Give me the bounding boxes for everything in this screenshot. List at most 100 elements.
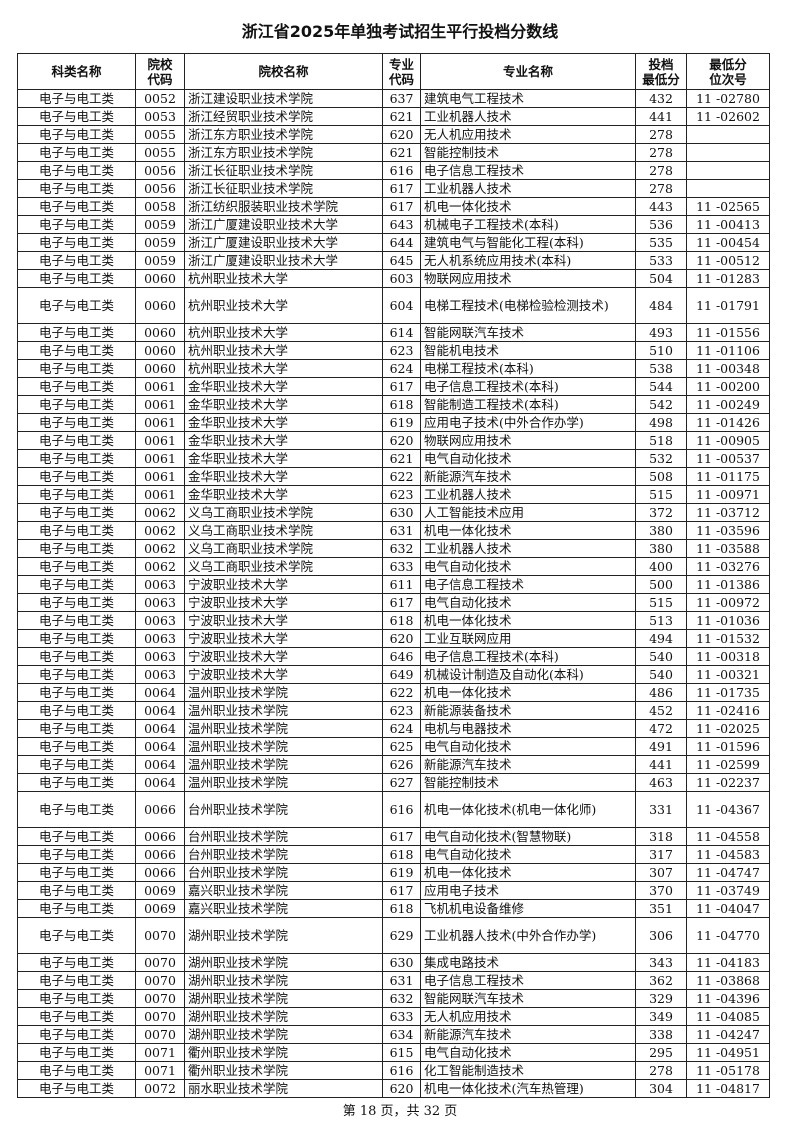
cell-school-name: 杭州职业技术大学 [184,323,383,342]
table-row: 电子与电工类 0056 浙江长征职业技术学院 617 工业机器人技术 278 [17,179,770,198]
cell-category: 电子与电工类 [17,323,136,342]
table-row: 电子与电工类 0063 宁波职业技术大学 620 工业互联网应用 494 11 -01532 [17,629,770,648]
cell-min-score: 441 [635,107,687,126]
cell-school-name: 金华职业技术大学 [184,467,383,486]
cell-min-rank: 11 -01175 [686,467,770,486]
cell-school-code: 0060 [135,287,185,324]
cell-major-name: 智能控制技术 [420,773,636,792]
cell-min-rank: 11 -02780 [686,89,770,108]
cell-category: 电子与电工类 [17,953,136,972]
table-row: 电子与电工类 0061 金华职业技术大学 622 新能源汽车技术 508 11 -01175 [17,467,770,486]
cell-min-rank: 11 -01036 [686,611,770,630]
header-major-name: 专业名称 [420,53,636,90]
cell-min-rank: 11 -03868 [686,971,770,990]
cell-school-code: 0058 [135,197,185,216]
table-row: 电子与电工类 0059 浙江广厦建设职业技术大学 644 建筑电气与智能化工程(本科) 5… [17,233,770,252]
cell-min-score: 515 [635,485,687,504]
table-row: 电子与电工类 0064 温州职业技术学院 626 新能源汽车技术 441 11 -02599 [17,755,770,774]
cell-category: 电子与电工类 [17,125,136,144]
cell-major-code: 646 [382,647,421,666]
cell-school-code: 0062 [135,557,185,576]
table-row: 电子与电工类 0069 嘉兴职业技术学院 618 飞机机电设备维修 351 11 -0404… [17,899,770,918]
cell-major-name: 工业机器人技术 [420,539,636,558]
cell-min-score: 380 [635,539,687,558]
cell-school-name: 温州职业技术学院 [184,701,383,720]
cell-min-score: 532 [635,449,687,468]
table-row: 电子与电工类 0066 台州职业技术学院 616 机电一体化技术(机电一体化师) 331 1… [17,791,770,828]
cell-min-rank: 11 -04367 [686,791,770,828]
cell-major-name: 化工智能制造技术 [420,1061,636,1080]
cell-major-name: 电子信息工程技术(本科) [420,647,636,666]
table-row: 电子与电工类 0059 浙江广厦建设职业技术大学 645 无人机系统应用技术(本科) 53… [17,251,770,270]
cell-school-name: 衢州职业技术学院 [184,1061,383,1080]
cell-major-name: 电梯工程技术(电梯检验检测技术) [420,287,636,324]
cell-school-code: 0061 [135,485,185,504]
cell-major-name: 电气自动化技术 [420,1043,636,1062]
cell-min-score: 472 [635,719,687,738]
cell-category: 电子与电工类 [17,449,136,468]
cell-category: 电子与电工类 [17,251,136,270]
cell-min-rank: 11 -03596 [686,521,770,540]
cell-min-rank: 11 -00200 [686,377,770,396]
cell-school-code: 0060 [135,323,185,342]
cell-major-code: 631 [382,521,421,540]
cell-major-code: 632 [382,989,421,1008]
cell-school-name: 嘉兴职业技术学院 [184,881,383,900]
cell-major-code: 618 [382,899,421,918]
cell-school-name: 宁波职业技术大学 [184,629,383,648]
table-row: 电子与电工类 0062 义乌工商职业技术学院 631 机电一体化技术 380 11 -035… [17,521,770,540]
cell-school-code: 0063 [135,665,185,684]
cell-min-rank: 11 -04747 [686,863,770,882]
cell-major-code: 619 [382,413,421,432]
cell-school-code: 0063 [135,629,185,648]
cell-min-rank: 11 -05178 [686,1061,770,1080]
header-category: 科类名称 [17,53,136,90]
cell-major-name: 新能源装备技术 [420,701,636,720]
cell-school-name: 浙江纺织服装职业技术学院 [184,197,383,216]
cell-major-name: 工业机器人技术(中外合作办学) [420,917,636,954]
cell-school-code: 0052 [135,89,185,108]
cell-major-code: 611 [382,575,421,594]
cell-min-rank: 11 -03588 [686,539,770,558]
cell-min-score: 443 [635,197,687,216]
cell-category: 电子与电工类 [17,899,136,918]
cell-major-name: 新能源汽车技术 [420,467,636,486]
cell-school-name: 浙江广厦建设职业技术大学 [184,251,383,270]
cell-major-name: 智能机电技术 [420,341,636,360]
cell-major-code: 633 [382,557,421,576]
cell-school-code: 0070 [135,953,185,972]
cell-min-rank: 11 -01386 [686,575,770,594]
table-row: 电子与电工类 0062 义乌工商职业技术学院 633 电气自动化技术 400 11 -032… [17,557,770,576]
table-row: 电子与电工类 0064 温州职业技术学院 625 电气自动化技术 491 11 -01596 [17,737,770,756]
cell-school-name: 衢州职业技术学院 [184,1043,383,1062]
cell-min-score: 500 [635,575,687,594]
cell-category: 电子与电工类 [17,1025,136,1044]
cell-major-name: 机械设计制造及自动化(本科) [420,665,636,684]
table-row: 电子与电工类 0060 杭州职业技术大学 603 物联网应用技术 504 11 -01283 [17,269,770,288]
cell-min-rank: 11 -04770 [686,917,770,954]
table-row: 电子与电工类 0061 金华职业技术大学 621 电气自动化技术 532 11 -00537 [17,449,770,468]
table-row: 电子与电工类 0070 湖州职业技术学院 633 无人机应用技术 349 11 -04085 [17,1007,770,1026]
cell-min-rank: 11 -01791 [686,287,770,324]
cell-min-rank: 11 -04583 [686,845,770,864]
cell-min-score: 278 [635,125,687,144]
cell-min-score: 329 [635,989,687,1008]
cell-major-name: 电气自动化技术 [420,449,636,468]
table-row: 电子与电工类 0061 金华职业技术大学 618 智能制造工程技术(本科) 542 11 -… [17,395,770,414]
cell-school-name: 金华职业技术大学 [184,431,383,450]
cell-school-code: 0066 [135,845,185,864]
cell-min-score: 317 [635,845,687,864]
table-row: 电子与电工类 0060 杭州职业技术大学 614 智能网联汽车技术 493 11 -0155… [17,323,770,342]
cell-school-code: 0061 [135,467,185,486]
cell-major-code: 625 [382,737,421,756]
cell-school-code: 0055 [135,125,185,144]
cell-min-score: 518 [635,431,687,450]
cell-category: 电子与电工类 [17,395,136,414]
cell-min-score: 349 [635,1007,687,1026]
cell-min-score: 484 [635,287,687,324]
cell-category: 电子与电工类 [17,575,136,594]
cell-school-code: 0061 [135,413,185,432]
cell-school-code: 0053 [135,107,185,126]
cell-major-name: 电子信息工程技术 [420,971,636,990]
cell-min-score: 544 [635,377,687,396]
